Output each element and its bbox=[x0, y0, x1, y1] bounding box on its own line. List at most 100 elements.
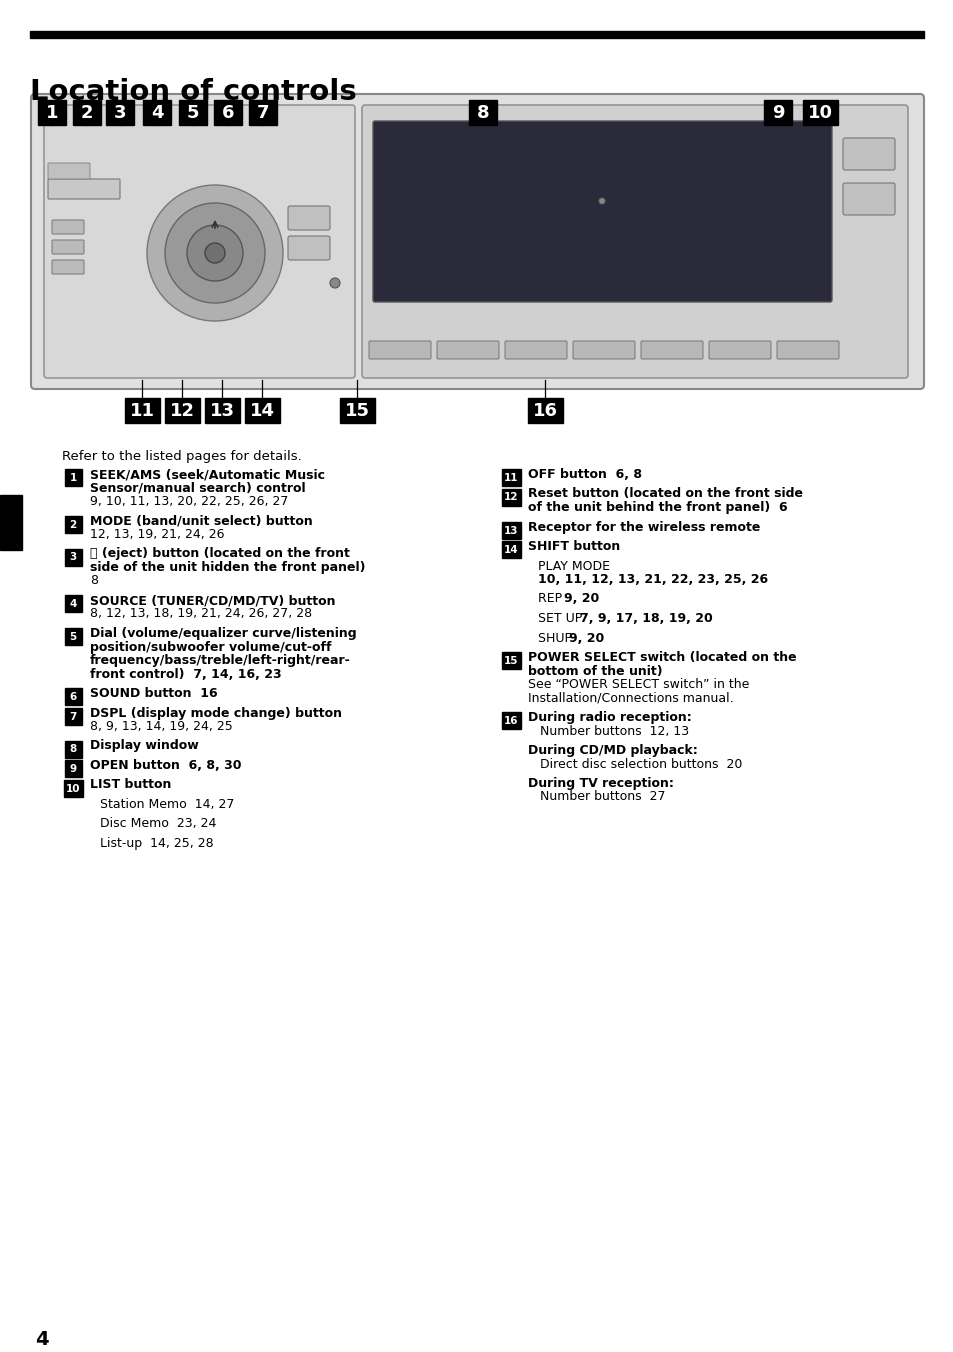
FancyBboxPatch shape bbox=[573, 341, 635, 360]
Text: 14: 14 bbox=[250, 402, 274, 420]
Bar bbox=[802, 100, 837, 124]
Text: SHIFT button: SHIFT button bbox=[527, 539, 619, 553]
FancyBboxPatch shape bbox=[776, 341, 838, 360]
Text: Refer to the listed pages for details.: Refer to the listed pages for details. bbox=[62, 450, 301, 462]
Bar bbox=[65, 707, 82, 725]
Bar bbox=[143, 100, 171, 124]
Text: 13: 13 bbox=[503, 526, 517, 535]
Text: 8: 8 bbox=[90, 575, 98, 588]
Text: 16: 16 bbox=[532, 402, 557, 420]
Text: Station Memo  14, 27: Station Memo 14, 27 bbox=[100, 798, 234, 811]
Text: Dial (volume/equalizer curve/listening: Dial (volume/equalizer curve/listening bbox=[90, 627, 356, 639]
Bar bbox=[65, 549, 82, 565]
Bar bbox=[501, 652, 520, 669]
Circle shape bbox=[187, 224, 243, 281]
FancyBboxPatch shape bbox=[52, 260, 84, 274]
Text: 15: 15 bbox=[503, 656, 517, 667]
FancyBboxPatch shape bbox=[842, 183, 894, 215]
Text: 8, 9, 13, 14, 19, 24, 25: 8, 9, 13, 14, 19, 24, 25 bbox=[90, 721, 233, 733]
Bar bbox=[213, 100, 242, 124]
Bar bbox=[339, 397, 375, 423]
Text: 11: 11 bbox=[503, 473, 517, 483]
Bar bbox=[205, 397, 240, 423]
Text: POWER SELECT switch (located on the: POWER SELECT switch (located on the bbox=[527, 652, 796, 664]
Bar bbox=[65, 760, 82, 777]
Circle shape bbox=[165, 203, 265, 303]
Bar bbox=[73, 100, 101, 124]
Text: 7, 9, 17, 18, 19, 20: 7, 9, 17, 18, 19, 20 bbox=[579, 612, 712, 625]
Text: Reset button (located on the front side: Reset button (located on the front side bbox=[527, 488, 802, 500]
FancyBboxPatch shape bbox=[504, 341, 566, 360]
Text: 13: 13 bbox=[210, 402, 234, 420]
Bar bbox=[527, 397, 562, 423]
Text: 2: 2 bbox=[81, 104, 93, 122]
Bar bbox=[106, 100, 133, 124]
Text: Direct disc selection buttons  20: Direct disc selection buttons 20 bbox=[527, 757, 741, 771]
Text: 16: 16 bbox=[503, 717, 517, 726]
Bar bbox=[65, 741, 82, 757]
Text: Receptor for the wireless remote: Receptor for the wireless remote bbox=[527, 521, 760, 534]
Text: 2: 2 bbox=[70, 519, 76, 530]
Bar bbox=[249, 100, 276, 124]
Text: SOURCE (TUNER/CD/MD/TV) button: SOURCE (TUNER/CD/MD/TV) button bbox=[90, 594, 335, 607]
Bar bbox=[65, 688, 82, 704]
Bar bbox=[30, 31, 923, 38]
FancyBboxPatch shape bbox=[48, 178, 120, 199]
Text: 12: 12 bbox=[503, 492, 517, 503]
Text: 8: 8 bbox=[70, 745, 76, 754]
Text: Disc Memo  23, 24: Disc Memo 23, 24 bbox=[100, 818, 216, 830]
Text: 1: 1 bbox=[46, 104, 58, 122]
Bar bbox=[245, 397, 280, 423]
Text: OFF button  6, 8: OFF button 6, 8 bbox=[527, 468, 641, 481]
Text: 9, 10, 11, 13, 20, 22, 25, 26, 27: 9, 10, 11, 13, 20, 22, 25, 26, 27 bbox=[90, 495, 288, 508]
Text: 5: 5 bbox=[187, 104, 199, 122]
Text: During radio reception:: During radio reception: bbox=[527, 711, 691, 725]
Bar bbox=[763, 100, 791, 124]
FancyBboxPatch shape bbox=[44, 105, 355, 379]
FancyBboxPatch shape bbox=[361, 105, 907, 379]
Text: 9, 20: 9, 20 bbox=[569, 631, 604, 645]
Text: Location of controls: Location of controls bbox=[30, 78, 356, 105]
Text: See “POWER SELECT switch” in the: See “POWER SELECT switch” in the bbox=[527, 677, 749, 691]
Bar bbox=[0, 495, 22, 550]
FancyBboxPatch shape bbox=[288, 206, 330, 230]
Circle shape bbox=[147, 185, 283, 320]
Text: 10: 10 bbox=[66, 784, 80, 794]
Text: MODE (band/unit select) button: MODE (band/unit select) button bbox=[90, 515, 313, 527]
Text: SOUND button  16: SOUND button 16 bbox=[90, 687, 217, 700]
Bar bbox=[469, 100, 497, 124]
Bar bbox=[125, 397, 160, 423]
Text: bottom of the unit): bottom of the unit) bbox=[527, 664, 662, 677]
Text: Sensor/manual search) control: Sensor/manual search) control bbox=[90, 481, 305, 495]
Text: 5: 5 bbox=[70, 631, 76, 642]
Text: List-up  14, 25, 28: List-up 14, 25, 28 bbox=[100, 837, 213, 850]
Text: 9: 9 bbox=[771, 104, 783, 122]
Text: position/subwoofer volume/cut-off: position/subwoofer volume/cut-off bbox=[90, 641, 331, 653]
Text: SEEK/AMS (seek/Automatic Music: SEEK/AMS (seek/Automatic Music bbox=[90, 468, 325, 481]
Text: 4: 4 bbox=[35, 1330, 49, 1349]
Bar bbox=[501, 541, 520, 558]
Bar bbox=[65, 515, 82, 533]
Text: REP: REP bbox=[537, 592, 570, 606]
FancyBboxPatch shape bbox=[842, 138, 894, 170]
Text: 6: 6 bbox=[221, 104, 234, 122]
Text: 7: 7 bbox=[256, 104, 269, 122]
FancyBboxPatch shape bbox=[52, 220, 84, 234]
FancyBboxPatch shape bbox=[288, 237, 330, 260]
Circle shape bbox=[330, 279, 339, 288]
Bar bbox=[165, 397, 200, 423]
Text: SET UP: SET UP bbox=[537, 612, 590, 625]
Text: 11: 11 bbox=[130, 402, 154, 420]
Text: SHUF: SHUF bbox=[537, 631, 579, 645]
Text: 1: 1 bbox=[70, 473, 76, 483]
Text: During TV reception:: During TV reception: bbox=[527, 777, 673, 790]
FancyBboxPatch shape bbox=[436, 341, 498, 360]
Text: Installation/Connections manual.: Installation/Connections manual. bbox=[527, 691, 733, 704]
Text: 9, 20: 9, 20 bbox=[563, 592, 598, 606]
Text: 10, 11, 12, 13, 21, 22, 23, 25, 26: 10, 11, 12, 13, 21, 22, 23, 25, 26 bbox=[537, 573, 767, 585]
Text: 4: 4 bbox=[151, 104, 163, 122]
FancyBboxPatch shape bbox=[708, 341, 770, 360]
Text: 12, 13, 19, 21, 24, 26: 12, 13, 19, 21, 24, 26 bbox=[90, 529, 224, 541]
Text: 9: 9 bbox=[70, 764, 76, 773]
Text: 3: 3 bbox=[70, 553, 76, 562]
